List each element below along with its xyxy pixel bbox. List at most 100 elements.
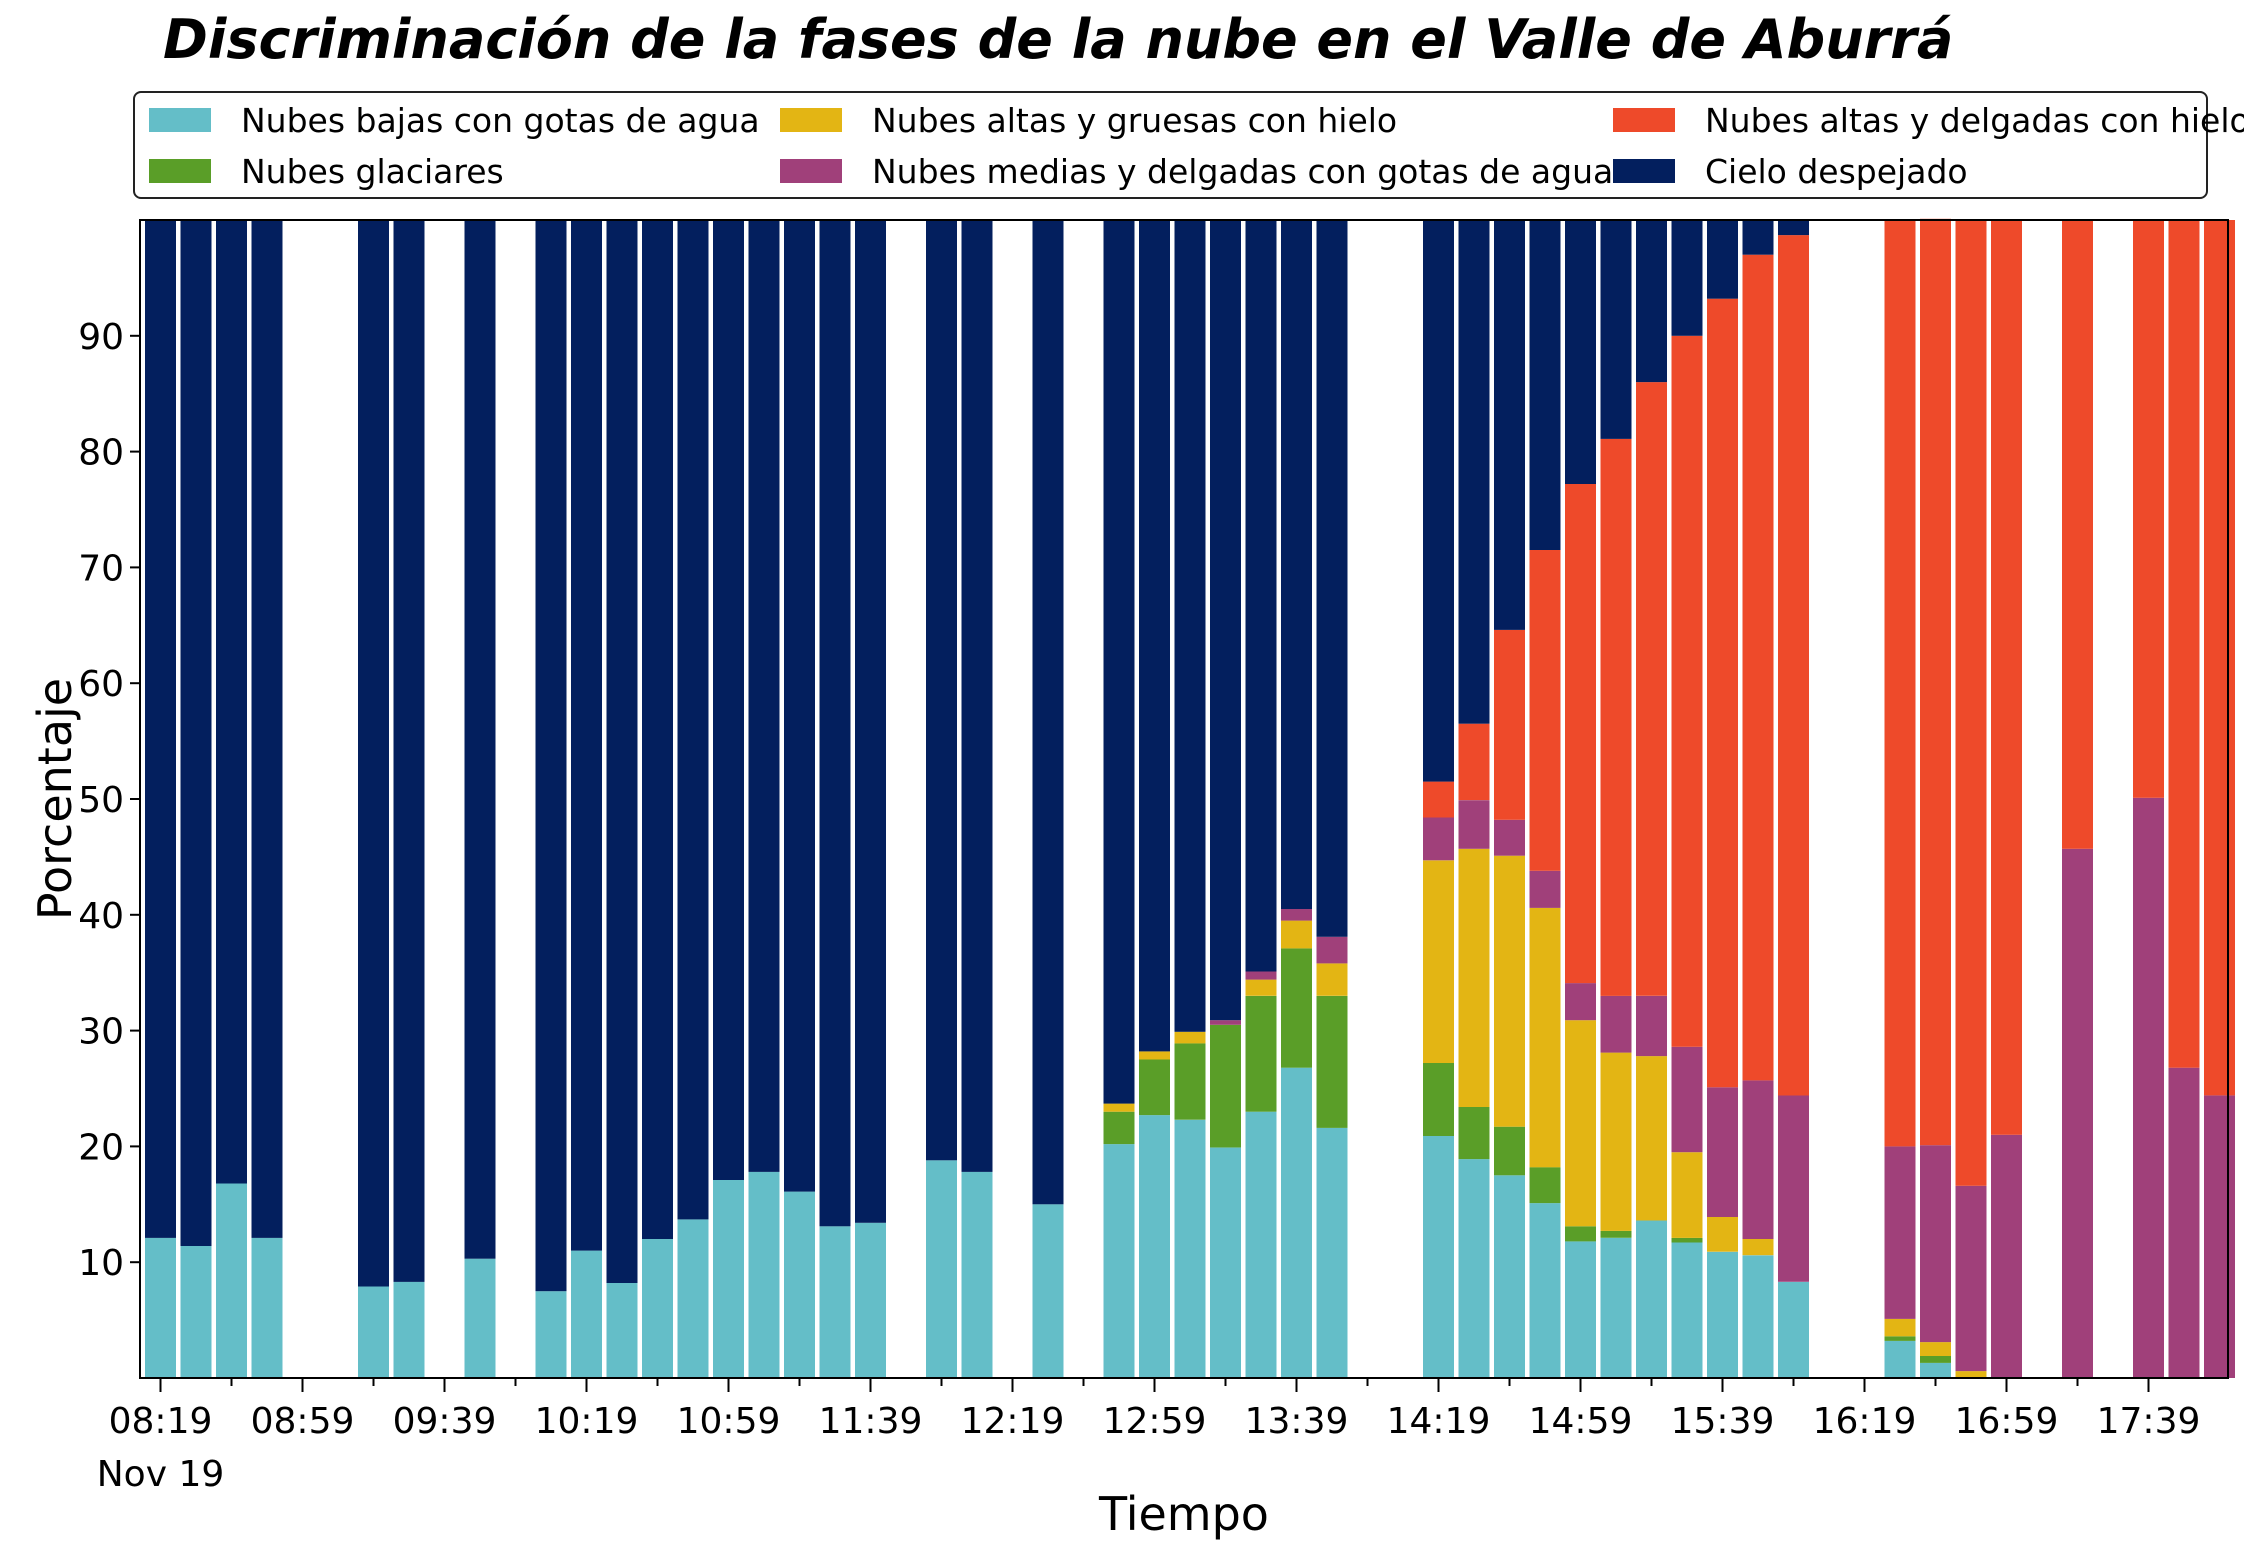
x-tick-label: 11:39 <box>819 1401 923 1442</box>
bar-segment <box>464 220 496 1259</box>
bar-segment <box>535 220 567 1292</box>
bar-segment <box>1174 1043 1206 1120</box>
bar-segment <box>1671 1237 1703 1243</box>
bar-segment <box>2168 220 2200 1068</box>
bar-segment <box>677 1219 709 1378</box>
bar-segment <box>1955 1185 1987 1372</box>
bar-segment <box>1920 218 1951 1146</box>
bar-segment <box>1494 1175 1525 1378</box>
legend-label: Nubes medias y delgadas con gotas de agu… <box>872 151 1614 191</box>
bar-segment <box>1281 948 1312 1068</box>
bar-segment <box>1778 1095 1809 1282</box>
bar-segment <box>216 1183 247 1378</box>
bar-segment <box>2133 220 2164 798</box>
bar-segment <box>1494 855 1525 1127</box>
bar-segment <box>1600 995 1632 1053</box>
bar-segment <box>1565 1226 1596 1242</box>
legend-item: Nubes glaciares <box>149 151 504 191</box>
bar-segment <box>1529 907 1561 1168</box>
bar-segment <box>1565 220 1596 484</box>
bar-segment <box>1316 936 1348 964</box>
bar-segment <box>1529 220 1561 550</box>
y-tick-label: 80 <box>78 433 124 474</box>
legend-item: Nubes altas y gruesas con hielo <box>780 100 1397 140</box>
bar-segment <box>1920 1342 1951 1356</box>
bar-segment <box>180 220 212 1246</box>
x-tick-label: 08:59 <box>251 1401 355 1442</box>
y-tick-label: 70 <box>78 548 124 589</box>
bar-segment <box>1103 1103 1135 1112</box>
bar-segment <box>1174 1119 1206 1378</box>
y-tick-label: 20 <box>78 1127 124 1168</box>
y-tick-label: 60 <box>78 664 124 705</box>
bar-segment <box>1174 220 1206 1032</box>
bar-segment <box>1565 1241 1596 1378</box>
legend-swatch <box>1613 108 1675 132</box>
legend-item: Cielo despejado <box>1613 151 1968 191</box>
bar-segment <box>1139 1059 1170 1116</box>
bar-segment <box>1671 220 1703 336</box>
bar-segment <box>1316 995 1348 1128</box>
bar-segment <box>1458 800 1490 849</box>
bar-segment <box>819 220 851 1227</box>
bar-segment <box>1707 1087 1738 1217</box>
bar-segment <box>2133 797 2164 1378</box>
bar-segment <box>464 1258 496 1378</box>
y-tick-label: 30 <box>78 1012 124 1053</box>
x-tick-label: 10:59 <box>677 1401 781 1442</box>
bar-segment <box>855 220 886 1223</box>
bar-segment <box>855 1222 886 1378</box>
bar-segment <box>1458 1159 1490 1378</box>
bar-segment <box>1174 1031 1206 1044</box>
bar-segment <box>1636 995 1667 1057</box>
legend-swatch <box>1613 159 1675 183</box>
x-tick-label: 17:39 <box>2097 1401 2201 1442</box>
bar-segment <box>358 220 389 1287</box>
bar-segment <box>677 220 709 1220</box>
bar-segment <box>358 1286 389 1378</box>
bar-segment <box>1884 1336 1916 1341</box>
x-tick-label: 12:19 <box>961 1401 1065 1442</box>
bar-segment <box>748 1171 780 1378</box>
bar-segment <box>1565 1020 1596 1227</box>
y-tick-label: 50 <box>78 780 124 821</box>
bar-segment <box>1707 1217 1738 1252</box>
y-axis-label: Porcentaje <box>28 678 82 920</box>
bar-segment <box>1742 1080 1774 1239</box>
bar-segment <box>1884 1318 1916 1337</box>
bar-segment <box>180 1246 212 1378</box>
legend-label: Cielo despejado <box>1705 151 1968 191</box>
bar-segment <box>1458 220 1490 724</box>
bar-segment <box>1316 220 1348 937</box>
y-tick-label: 40 <box>78 896 124 937</box>
bar-segment <box>1600 1230 1632 1238</box>
bar-segment <box>1920 1145 1951 1343</box>
bar-segment <box>145 220 176 1238</box>
bar-segment <box>1210 1024 1241 1148</box>
bar-segment <box>1600 1237 1632 1378</box>
bar-segment <box>1458 1107 1490 1160</box>
bar-segment <box>1103 220 1135 1104</box>
bar-segment <box>1742 254 1774 1081</box>
bar-segment <box>1671 1242 1703 1378</box>
bar-segment <box>1423 1136 1454 1378</box>
bar-segment <box>1742 1239 1774 1256</box>
bar-segment <box>1139 1051 1170 1060</box>
bar-segment <box>251 1237 283 1378</box>
bar-segment <box>748 220 780 1172</box>
bar-segment <box>961 220 993 1172</box>
bar-segment <box>2062 848 2093 1378</box>
bar-segment <box>1032 1204 1064 1378</box>
bar-segment <box>145 1237 176 1378</box>
bar-segment <box>2204 1095 2235 1378</box>
bar-segment <box>1955 1371 1987 1378</box>
bar-segment <box>1281 920 1312 949</box>
legend-swatch <box>149 108 211 132</box>
x-axis: 08:19 08:59 09:39 10:19 10:59 11:39 12:19 12:59… <box>97 1378 2201 1495</box>
bar-segment <box>819 1226 851 1378</box>
bar-segment <box>1281 1067 1312 1378</box>
bar-segment <box>1423 817 1454 861</box>
bar-segment <box>1245 220 1277 972</box>
y-tick-label: 90 <box>78 317 124 358</box>
bar-segment <box>1529 870 1561 908</box>
